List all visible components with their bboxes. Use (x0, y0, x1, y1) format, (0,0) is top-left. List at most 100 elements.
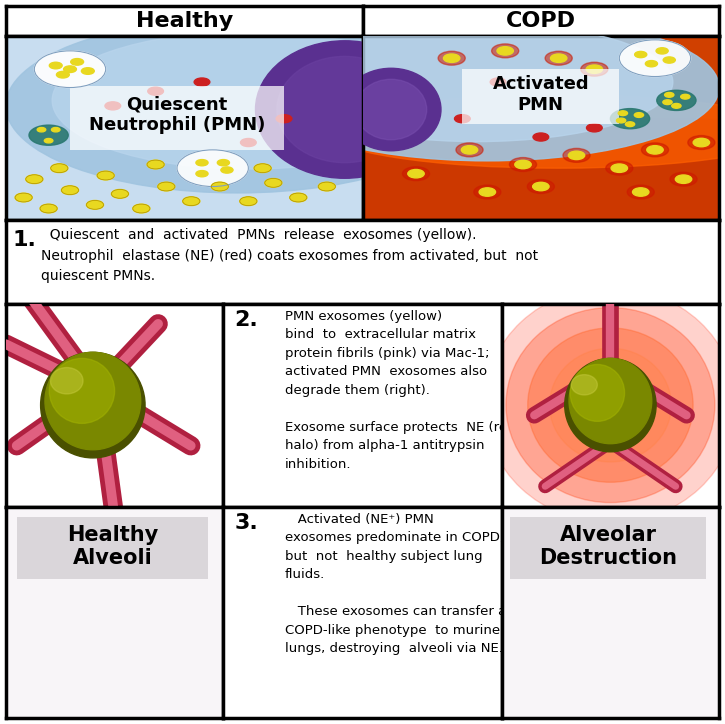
Circle shape (461, 146, 478, 154)
Circle shape (133, 204, 150, 213)
Ellipse shape (327, 95, 725, 168)
Text: Healthy
Alveoli: Healthy Alveoli (67, 525, 158, 568)
Circle shape (276, 114, 292, 123)
Text: Quiescent  and  activated  PMNs  release  exosomes (yellow).
Neutrophil  elastas: Quiescent and activated PMNs release exo… (41, 228, 539, 283)
Circle shape (196, 159, 208, 166)
Ellipse shape (571, 374, 597, 395)
Text: 1.: 1. (13, 230, 37, 250)
Circle shape (497, 46, 513, 55)
Circle shape (627, 185, 654, 199)
Circle shape (290, 193, 307, 202)
FancyBboxPatch shape (70, 85, 284, 150)
Circle shape (492, 44, 518, 58)
Circle shape (147, 160, 164, 169)
Circle shape (26, 174, 43, 184)
Ellipse shape (277, 56, 413, 163)
Circle shape (484, 287, 725, 523)
Circle shape (438, 51, 465, 65)
Circle shape (632, 188, 649, 196)
Ellipse shape (255, 14, 719, 161)
Circle shape (105, 102, 120, 110)
Ellipse shape (569, 358, 652, 444)
Bar (362, 119, 719, 219)
Circle shape (240, 197, 257, 206)
Circle shape (177, 150, 249, 187)
Circle shape (663, 100, 672, 104)
Circle shape (86, 201, 104, 209)
Ellipse shape (341, 68, 441, 151)
Circle shape (407, 169, 424, 178)
Circle shape (265, 178, 282, 188)
Ellipse shape (281, 22, 673, 142)
Circle shape (693, 138, 710, 147)
Circle shape (656, 48, 668, 54)
Circle shape (241, 138, 256, 146)
Ellipse shape (565, 358, 656, 452)
Circle shape (510, 158, 536, 172)
Circle shape (665, 93, 674, 97)
Circle shape (34, 51, 106, 88)
Circle shape (183, 197, 200, 206)
Circle shape (672, 104, 681, 109)
Ellipse shape (6, 19, 470, 193)
Circle shape (688, 135, 715, 149)
Circle shape (663, 57, 675, 63)
Circle shape (647, 146, 663, 154)
Circle shape (112, 190, 128, 198)
Circle shape (148, 87, 163, 96)
Circle shape (675, 175, 692, 183)
Circle shape (254, 164, 271, 172)
Circle shape (194, 78, 210, 86)
Circle shape (456, 143, 483, 157)
Circle shape (474, 185, 501, 199)
Text: 3.: 3. (234, 513, 258, 533)
Circle shape (681, 94, 690, 99)
Ellipse shape (255, 41, 434, 178)
Circle shape (587, 124, 602, 132)
Circle shape (616, 118, 626, 123)
Text: Activated (NE⁺) PMN
exosomes predominate in COPD,
but  not  healthy subject lung: Activated (NE⁺) PMN exosomes predominate… (285, 513, 506, 655)
Text: Alveolar
Destruction: Alveolar Destruction (539, 525, 677, 568)
Circle shape (51, 127, 60, 132)
FancyBboxPatch shape (17, 517, 208, 578)
Circle shape (49, 62, 62, 69)
Circle shape (490, 78, 506, 86)
Text: COPD: COPD (506, 11, 576, 31)
Ellipse shape (570, 364, 624, 421)
Circle shape (196, 171, 208, 177)
Circle shape (29, 125, 68, 146)
Ellipse shape (52, 32, 444, 169)
Circle shape (568, 151, 585, 159)
Circle shape (57, 72, 70, 78)
Circle shape (40, 204, 57, 213)
Ellipse shape (49, 358, 115, 424)
Circle shape (634, 51, 647, 58)
Circle shape (15, 193, 32, 202)
Circle shape (670, 172, 697, 186)
Circle shape (634, 113, 644, 117)
Circle shape (642, 143, 668, 157)
Ellipse shape (355, 80, 427, 140)
Circle shape (528, 328, 693, 482)
Circle shape (97, 171, 115, 180)
Circle shape (218, 159, 229, 166)
FancyBboxPatch shape (510, 517, 706, 578)
Circle shape (550, 348, 671, 462)
Circle shape (506, 308, 715, 502)
Circle shape (611, 164, 628, 172)
FancyBboxPatch shape (463, 70, 619, 125)
Circle shape (211, 182, 228, 191)
Circle shape (455, 114, 471, 123)
Circle shape (550, 54, 567, 62)
Circle shape (71, 59, 83, 65)
Circle shape (81, 68, 94, 75)
Circle shape (444, 54, 460, 62)
Circle shape (626, 122, 634, 127)
Circle shape (545, 51, 572, 65)
Circle shape (479, 188, 496, 196)
Circle shape (402, 167, 429, 181)
Circle shape (44, 138, 53, 143)
Circle shape (610, 109, 650, 129)
Text: PMN exosomes (yellow)
bind  to  extracellular matrix
protein fibrils (pink) via : PMN exosomes (yellow) bind to extracellu… (285, 310, 515, 471)
Circle shape (221, 167, 233, 173)
